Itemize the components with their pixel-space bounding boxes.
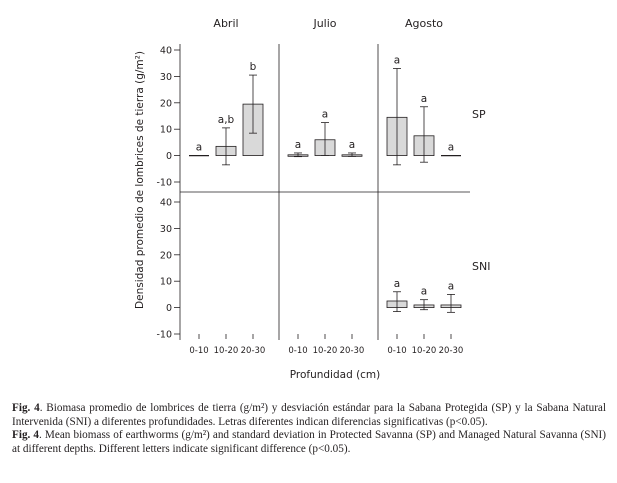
y-tick-label: 0	[166, 303, 172, 314]
significance-letter: a	[349, 139, 355, 151]
x-tick-label: 0-10	[387, 346, 406, 356]
y-tick-label: 40	[160, 198, 172, 209]
x-tick-label: 20-30	[241, 346, 266, 356]
x-tick-label: 20-30	[340, 346, 365, 356]
caption-en-label: Fig. 4	[12, 429, 40, 442]
figure-caption: Fig. 4. Biomasa promedio de lombrices de…	[12, 402, 606, 456]
y-tick-label: 20	[160, 98, 172, 109]
significance-letter: a	[448, 142, 454, 154]
y-tick-label: -10	[156, 330, 172, 341]
biomass-chart: Densidad promedio de lombrices de tierra…	[134, 17, 490, 381]
x-tick-label: 0-10	[189, 346, 208, 356]
caption-en: Fig. 4. Mean biomass of earthworms (g/m²…	[12, 429, 606, 456]
significance-letter: a	[196, 142, 202, 154]
panel-grid: Abril Julio AgostoSPSNI403020100-104030201…	[156, 17, 490, 356]
column-title-1: Julio	[312, 17, 336, 30]
panel-agosto-sp: a a a	[386, 54, 461, 166]
significance-letter: a	[295, 139, 301, 151]
significance-letter: a	[394, 54, 400, 66]
panel-julio-sp: a a a	[287, 109, 363, 158]
significance-letter: a	[394, 278, 400, 290]
significance-letter: b	[250, 61, 257, 73]
x-tick-label: 0-10	[288, 346, 307, 356]
significance-letter: a	[421, 93, 427, 105]
row-label-sni: SNI	[472, 260, 490, 273]
column-title-0: Abril	[213, 17, 238, 30]
significance-letter: a	[448, 280, 454, 292]
y-tick-label: 20	[160, 250, 172, 261]
x-tick-label: 10-20	[412, 346, 437, 356]
panel-agosto-sni: aa a	[386, 278, 462, 313]
caption-en-text: . Mean biomass of earthworms (g/m²) and …	[12, 429, 606, 455]
y-axis-label: Densidad promedio de lombrices de tierra…	[134, 51, 146, 309]
row-label-sp: SP	[472, 108, 486, 121]
y-tick-label: 0	[166, 151, 172, 162]
y-tick-label: 30	[160, 224, 172, 235]
x-axis-label: Profundidad (cm)	[290, 369, 381, 381]
column-title-2: Agosto	[405, 17, 443, 30]
x-tick-label: 10-20	[313, 346, 338, 356]
significance-letter: a,b	[218, 114, 235, 126]
x-tick-label: 20-30	[439, 346, 464, 356]
significance-letter: a	[421, 286, 427, 298]
caption-es-text: . Biomasa promedio de lombrices de tierr…	[12, 402, 606, 428]
x-tick-label: 10-20	[214, 346, 239, 356]
y-tick-label: 10	[160, 277, 172, 288]
caption-es: Fig. 4. Biomasa promedio de lombrices de…	[12, 402, 606, 429]
y-tick-label: 10	[160, 125, 172, 136]
caption-es-label: Fig. 4	[12, 402, 40, 414]
y-tick-label: 40	[160, 46, 172, 57]
panel-abril-sp: a a,b b	[189, 61, 264, 166]
significance-letter: a	[322, 109, 328, 121]
y-tick-label: 30	[160, 72, 172, 83]
y-tick-label: -10	[156, 178, 172, 189]
